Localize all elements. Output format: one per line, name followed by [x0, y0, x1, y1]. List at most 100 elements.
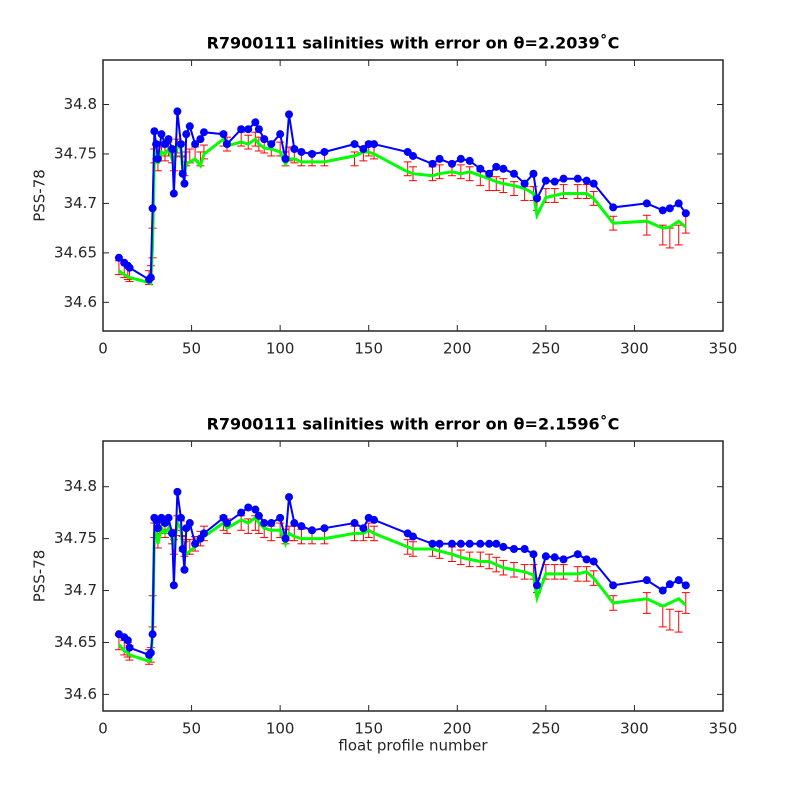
- axes: R7900111 salinities with error on θ=2.20…: [31, 34, 738, 358]
- salinity-point: [582, 555, 591, 564]
- axes-box: [102, 440, 724, 712]
- error-bar: [674, 610, 683, 633]
- y-tick-label: 34.65: [54, 243, 97, 261]
- salinity-point: [125, 263, 134, 272]
- salinity-point: [148, 204, 157, 213]
- salinity-point: [180, 179, 189, 188]
- salinity-point: [465, 539, 474, 548]
- x-tick-label: 300: [620, 720, 649, 738]
- salinity-point: [550, 177, 559, 186]
- salinity-point: [447, 539, 456, 548]
- salinity-point: [350, 140, 359, 149]
- y-tick-label: 34.7: [64, 194, 97, 212]
- x-tick-label: 0: [98, 340, 108, 358]
- salinity-point: [681, 209, 690, 218]
- error-bar: [642, 214, 651, 236]
- salinity-point: [559, 555, 568, 564]
- salinity-point: [185, 122, 194, 131]
- salinity-point: [456, 539, 465, 548]
- y-tick-label: 34.8: [64, 95, 97, 113]
- chart-title: R7900111 salinities with error on θ=2.15…: [207, 415, 620, 434]
- salinity-point: [153, 524, 162, 533]
- salinity-point: [533, 194, 541, 203]
- salinity-point: [267, 519, 276, 528]
- salinity-point: [169, 581, 178, 590]
- error-bar: [582, 566, 591, 582]
- salinity-point: [237, 508, 246, 517]
- x-tick-label: 250: [532, 720, 561, 738]
- salinity-point: [285, 110, 293, 119]
- salinity-point: [290, 145, 299, 154]
- salinity-point: [359, 524, 368, 533]
- x-tick-label: 250: [532, 340, 561, 358]
- plot-area: [103, 441, 723, 711]
- x-tick-label: 100: [266, 720, 295, 738]
- x-tick-label: 300: [620, 340, 649, 358]
- error-bar: [403, 161, 412, 177]
- error-bar: [509, 181, 518, 196]
- salinity-point: [499, 542, 508, 551]
- salinity-point: [276, 513, 285, 522]
- salinity-point: [251, 118, 260, 127]
- salinity-point: [157, 130, 166, 139]
- salinity-point: [559, 174, 568, 183]
- salinity-point: [529, 169, 538, 178]
- salinity-point: [674, 576, 683, 585]
- error-bar: [456, 164, 465, 180]
- error-bar: [465, 166, 474, 182]
- salinity-point: [308, 526, 317, 535]
- salinity-point: [320, 147, 329, 156]
- x-tick-label: 200: [443, 340, 472, 358]
- salinity-point: [254, 125, 263, 134]
- error-bar: [573, 184, 582, 199]
- salinity-point: [125, 643, 134, 652]
- salinity-point: [196, 135, 205, 144]
- axes: R7900111 salinities with error on θ=2.15…: [31, 415, 738, 755]
- salinity-point: [185, 519, 194, 528]
- salinity-point: [370, 140, 379, 149]
- salinity-point: [191, 539, 200, 548]
- salinity-point: [152, 140, 161, 149]
- salinity-point: [435, 154, 444, 163]
- salinity-point: [182, 130, 191, 139]
- salinity-point: [168, 145, 177, 154]
- salinity-point: [609, 581, 618, 590]
- salinity-point: [191, 140, 200, 149]
- error-bar: [435, 164, 444, 180]
- salinity-point: [658, 586, 667, 595]
- plot-area: [103, 60, 723, 331]
- salinity-point: [509, 545, 518, 553]
- error-bar: [492, 176, 501, 192]
- salinity-point: [642, 199, 651, 208]
- salinity-point: [199, 529, 208, 538]
- x-tick-label: 150: [354, 720, 383, 738]
- chart-title: R7900111 salinities with error on θ=2.20…: [207, 34, 620, 53]
- salinity-point: [281, 154, 290, 163]
- error-bar: [499, 178, 508, 194]
- salinity-point: [435, 539, 444, 548]
- salinity-point: [573, 550, 582, 559]
- salinity-point: [465, 156, 474, 165]
- salinity-point: [164, 135, 173, 144]
- y-tick-label: 34.7: [64, 581, 97, 599]
- salinity-point: [180, 565, 189, 574]
- y-tick-label: 34.6: [64, 685, 97, 703]
- salinity-point: [260, 519, 269, 528]
- salinity-point: [447, 159, 456, 168]
- salinity-point: [409, 532, 417, 541]
- salinity-point: [642, 576, 651, 585]
- salinity-point: [123, 636, 132, 645]
- salinity-point: [178, 545, 187, 553]
- salinity-point: [428, 539, 437, 548]
- salinity-point: [499, 164, 508, 173]
- salinity-point: [173, 487, 182, 496]
- salinity-point: [148, 630, 157, 639]
- salinity-point: [308, 149, 317, 158]
- salinity-point: [658, 206, 667, 215]
- salinity-point: [176, 513, 185, 522]
- salinity-point: [320, 524, 329, 533]
- salinity-point: [223, 519, 231, 528]
- error-bar: [681, 592, 690, 614]
- y-axis-label: PSS-78: [31, 550, 49, 603]
- x-tick-label: 150: [354, 340, 383, 358]
